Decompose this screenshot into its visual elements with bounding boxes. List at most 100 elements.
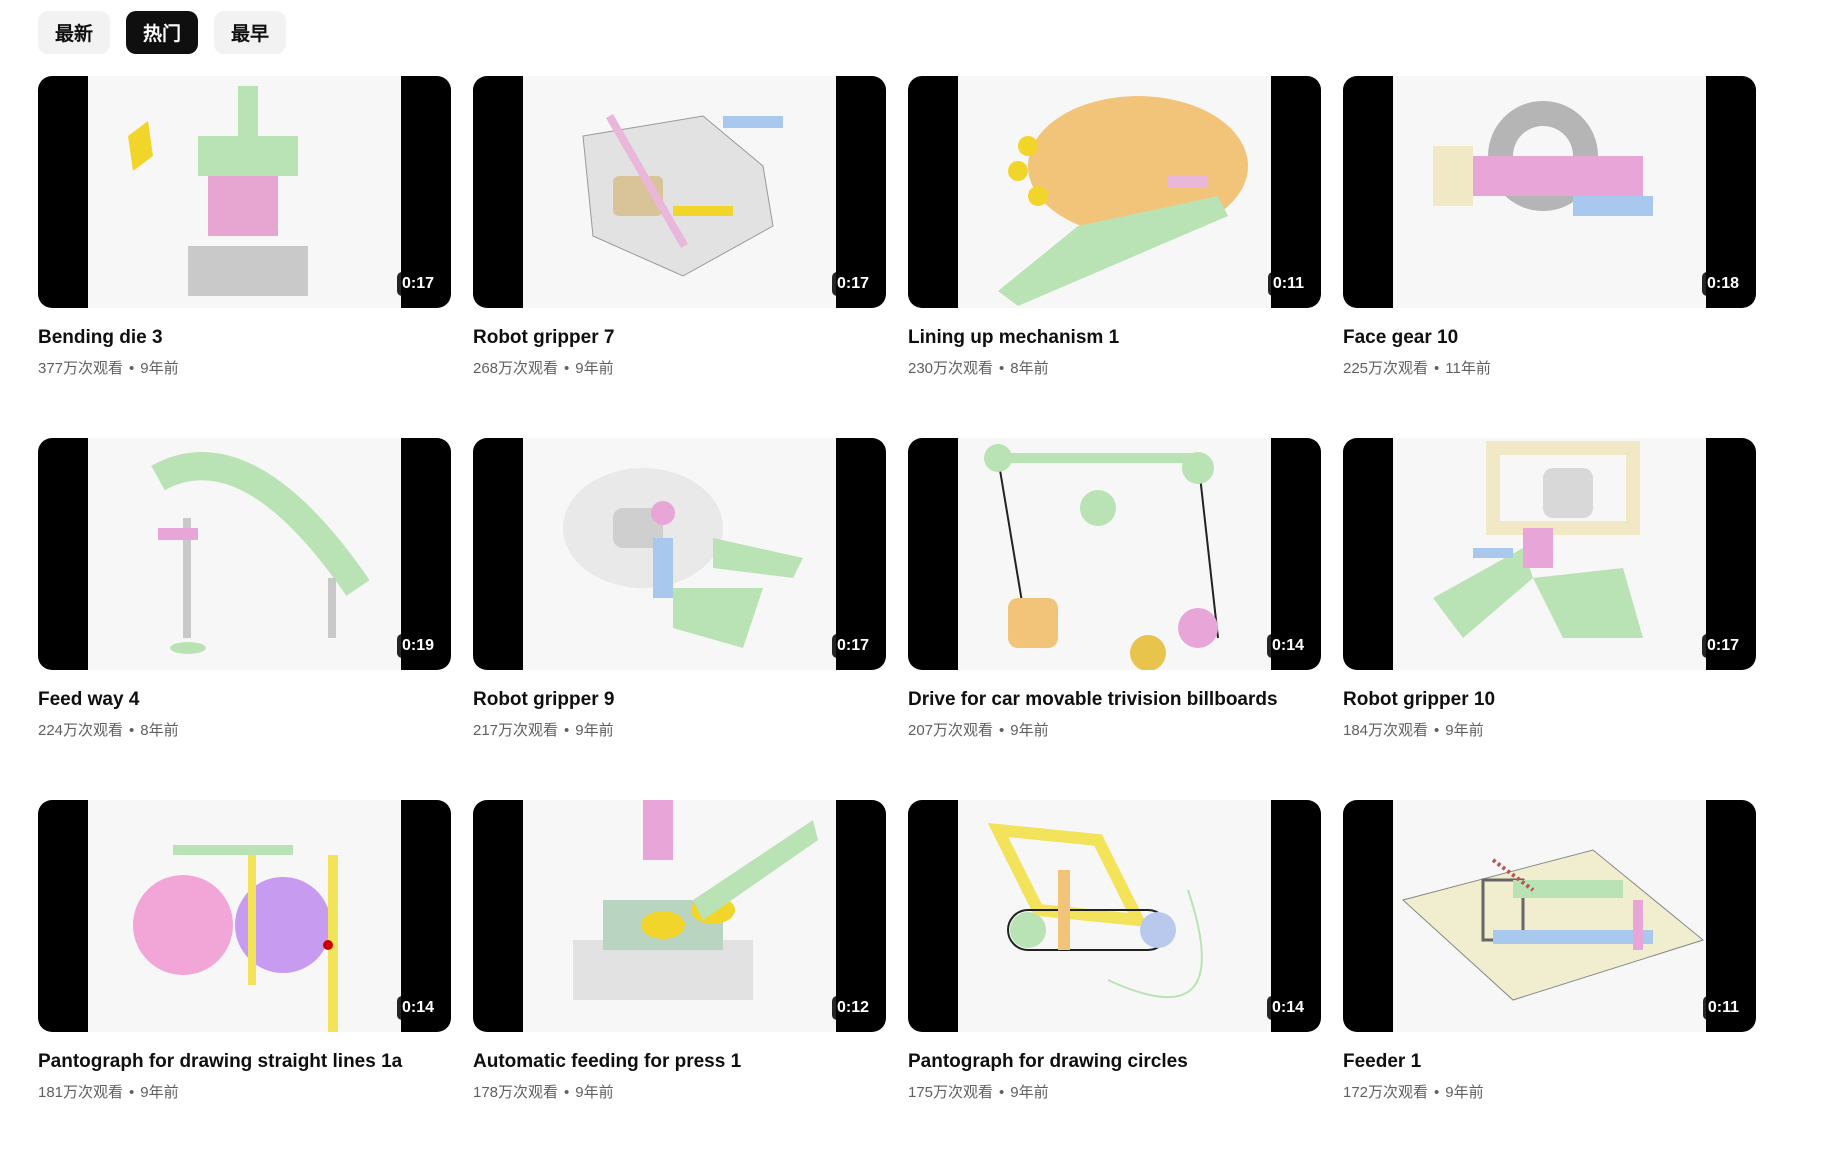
thumbnail-graphic (1433, 101, 1653, 216)
video-title[interactable]: Robot gripper 7 (473, 327, 615, 348)
video-thumbnail[interactable]: 0:14 (908, 438, 1321, 670)
thumbnail-graphic (984, 444, 1219, 670)
view-count: 230万次观看 (908, 360, 994, 377)
chip-popular[interactable]: 热门 (126, 11, 199, 54)
video-card[interactable]: 0:14 Pantograph for drawing straight lin… (38, 800, 451, 1162)
thumbnail-image (523, 800, 836, 1032)
duration-badge: 0:17 (831, 634, 874, 658)
meta-separator: • (564, 360, 570, 377)
video-card[interactable]: 0:14 Drive for car movable trivision bil… (908, 438, 1321, 800)
video-thumbnail[interactable]: 0:19 (38, 438, 451, 670)
meta-separator: • (1434, 360, 1440, 377)
video-thumbnail[interactable]: 0:17 (473, 76, 886, 308)
thumbnail-image (88, 76, 401, 308)
thumbnail-image (958, 438, 1271, 670)
filter-chips: 最新 热门 最早 (38, 11, 287, 54)
duration-badge: 0:18 (1701, 272, 1744, 296)
thumbnail-graphic (987, 822, 1203, 998)
video-title[interactable]: Drive for car movable trivision billboar… (908, 689, 1278, 710)
upload-age: 9年前 (575, 1084, 614, 1101)
video-thumbnail[interactable]: 0:12 (473, 800, 886, 1032)
video-card[interactable]: 0:17 Robot gripper 10 184万次观看 • 9年前 (1343, 438, 1756, 800)
duration-badge: 0:19 (396, 634, 439, 658)
duration-badge: 0:14 (1266, 996, 1309, 1020)
thumbnail-image (523, 76, 836, 308)
chip-oldest[interactable]: 最早 (214, 11, 287, 54)
video-thumbnail[interactable]: 0:14 (38, 800, 451, 1032)
video-thumbnail[interactable]: 0:11 (908, 76, 1321, 308)
video-thumbnail[interactable]: 0:17 (473, 438, 886, 670)
duration-badge: 0:17 (831, 272, 874, 296)
video-thumbnail[interactable]: 0:11 (1343, 800, 1756, 1032)
video-card[interactable]: 0:17 Bending die 3 377万次观看 • 9年前 (38, 76, 451, 438)
view-count: 175万次观看 (908, 1084, 994, 1101)
meta-separator: • (129, 1084, 135, 1101)
view-count: 172万次观看 (1343, 1084, 1429, 1101)
video-thumbnail[interactable]: 0:14 (908, 800, 1321, 1032)
view-count: 225万次观看 (1343, 360, 1429, 377)
video-thumbnail[interactable]: 0:18 (1343, 76, 1756, 308)
video-meta: 172万次观看 • 9年前 (1343, 1083, 1756, 1103)
upload-age: 9年前 (1010, 722, 1049, 739)
meta-separator: • (1434, 1084, 1440, 1101)
meta-separator: • (999, 1084, 1005, 1101)
video-grid: 0:17 Bending die 3 377万次观看 • 9年前 0:17 Robo… (38, 76, 1756, 1162)
video-meta: 175万次观看 • 9年前 (908, 1083, 1321, 1103)
video-card[interactable]: 0:14 Pantograph for drawing circles 175万… (908, 800, 1321, 1162)
video-card[interactable]: 0:17 Robot gripper 9 217万次观看 • 9年前 (473, 438, 886, 800)
thumbnail-image (958, 76, 1271, 308)
duration-badge: 0:14 (396, 996, 439, 1020)
video-title[interactable]: Pantograph for drawing straight lines 1a (38, 1051, 403, 1072)
thumbnail-graphic (1433, 441, 1643, 638)
meta-separator: • (129, 360, 135, 377)
chip-latest[interactable]: 最新 (38, 11, 111, 54)
video-title[interactable]: Feeder 1 (1343, 1051, 1422, 1072)
video-thumbnail[interactable]: 0:17 (1343, 438, 1756, 670)
video-thumbnail[interactable]: 0:17 (38, 76, 451, 308)
video-title[interactable]: Bending die 3 (38, 327, 163, 348)
video-card[interactable]: 0:19 Feed way 4 224万次观看 • 8年前 (38, 438, 451, 800)
video-card[interactable]: 0:11 Feeder 1 172万次观看 • 9年前 (1343, 800, 1756, 1162)
thumbnail-graphic (582, 114, 783, 277)
view-count: 178万次观看 (473, 1084, 559, 1101)
duration-badge: 0:11 (1267, 272, 1309, 296)
thumbnail-graphic (1401, 849, 1705, 1001)
thumbnail-graphic (563, 468, 803, 648)
video-meta: 178万次观看 • 9年前 (473, 1083, 886, 1103)
meta-separator: • (564, 1084, 570, 1101)
video-card[interactable]: 0:11 Lining up mechanism 1 230万次观看 • 8年前 (908, 76, 1321, 438)
video-meta: 184万次观看 • 9年前 (1343, 721, 1756, 741)
upload-age: 8年前 (1010, 360, 1049, 377)
video-title[interactable]: Feed way 4 (38, 689, 140, 710)
video-card[interactable]: 0:18 Face gear 10 225万次观看 • 11年前 (1343, 76, 1756, 438)
upload-age: 8年前 (140, 722, 179, 739)
upload-age: 9年前 (1010, 1084, 1049, 1101)
video-title[interactable]: Face gear 10 (1343, 327, 1459, 348)
thumbnail-image (1393, 800, 1706, 1032)
thumbnail-graphic (133, 845, 338, 1032)
video-title[interactable]: Lining up mechanism 1 (908, 327, 1120, 348)
meta-separator: • (1434, 722, 1440, 739)
meta-separator: • (999, 360, 1005, 377)
view-count: 181万次观看 (38, 1084, 124, 1101)
upload-age: 11年前 (1445, 360, 1491, 377)
video-card[interactable]: 0:12 Automatic feeding for press 1 178万次… (473, 800, 886, 1162)
thumbnail-image (523, 438, 836, 670)
duration-badge: 0:14 (1266, 634, 1309, 658)
thumbnail-image (88, 438, 401, 670)
upload-age: 9年前 (140, 360, 179, 377)
video-title[interactable]: Pantograph for drawing circles (908, 1051, 1188, 1072)
video-card[interactable]: 0:17 Robot gripper 7 268万次观看 • 9年前 (473, 76, 886, 438)
video-title[interactable]: Automatic feeding for press 1 (473, 1051, 742, 1072)
video-title[interactable]: Robot gripper 9 (473, 689, 615, 710)
upload-age: 9年前 (1445, 722, 1484, 739)
view-count: 268万次观看 (473, 360, 559, 377)
thumbnail-graphic (128, 86, 308, 296)
thumbnail-image (1393, 438, 1706, 670)
meta-separator: • (564, 722, 570, 739)
video-meta: 224万次观看 • 8年前 (38, 721, 451, 741)
duration-badge: 0:17 (396, 272, 439, 296)
thumbnail-image (88, 800, 401, 1032)
video-title[interactable]: Robot gripper 10 (1343, 689, 1496, 710)
view-count: 184万次观看 (1343, 722, 1429, 739)
